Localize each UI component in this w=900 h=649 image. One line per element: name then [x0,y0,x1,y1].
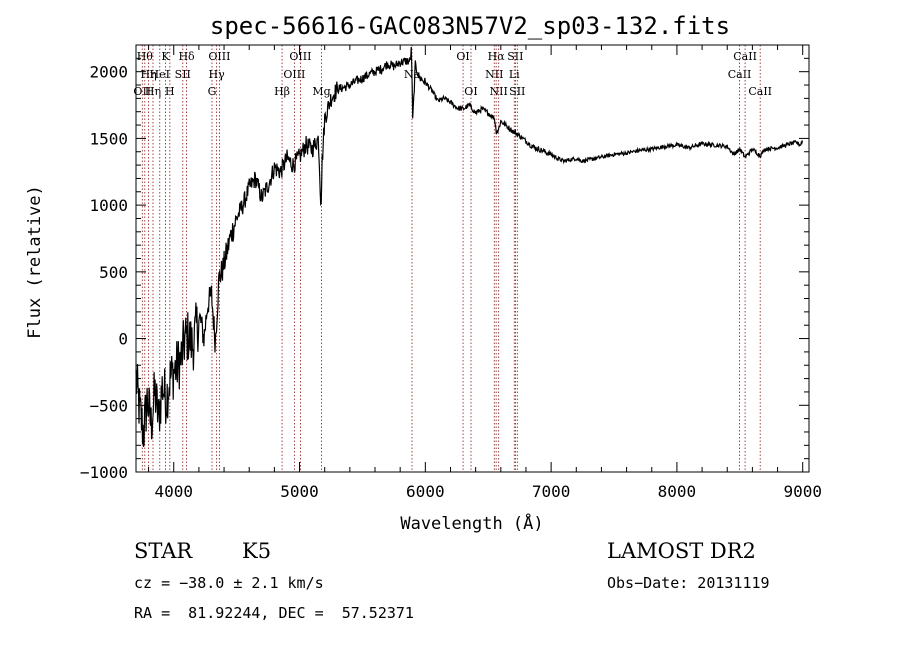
y-tick-label: 1500 [89,129,128,148]
spectral-line-label: NII [485,68,503,81]
y-tick-label: 500 [99,263,128,282]
spectral-line-label: Mg [312,85,330,98]
spectral-line-label: H [165,85,175,98]
spectral-line-label: CaII [728,68,752,81]
spectral-line-label: CaII [748,85,772,98]
spectral-line-label: K [161,50,170,63]
spectral-line-label: G [208,85,217,98]
spectral-line-label: NII [490,85,508,98]
spectral-line-label: Hη [145,85,161,98]
redshift-velocity: cz = −38.0 ± 2.1 km/s [134,574,324,592]
y-axis-label: Flux (relative) [25,185,45,339]
spectral-line-label: OI [464,85,477,98]
spectral-line-label: SII [175,68,191,81]
survey-name: LAMOST DR2 [607,539,756,563]
spectral-line-label: SII [507,50,523,63]
y-tick-label: −500 [89,396,128,415]
spectral-line-label: SII [509,85,525,98]
x-tick-label: 7000 [532,482,571,501]
x-tick-label: 8000 [658,482,697,501]
x-tick-label: 5000 [280,482,319,501]
spectral-line-label: Hα [488,50,506,63]
spectral-line-label: Hθ [137,50,154,63]
spectral-line-label: OIII [208,50,230,63]
axis-ticks: 4000 5000 6000 7000 8000 9000 −1000 −500 0 500 100… [80,45,822,501]
spectral-line-label: Hβ [274,85,290,98]
object-subclass: K5 [242,539,272,563]
spectral-line-label: OIII [289,50,311,63]
y-tick-label: 0 [118,330,128,349]
x-axis-label: Wavelength (Å) [400,512,543,534]
spectral-line-markers: OIIHθHηHηHeIKHSIIHδGHγOIIIHβOIIIOIIIMgNa… [133,45,772,472]
y-tick-label: 1000 [89,196,128,215]
spectral-line-label: HeI [150,68,170,81]
y-tick-label: 2000 [89,63,128,82]
x-tick-label: 6000 [406,482,445,501]
spectral-line-label: OIII [283,68,305,81]
plot-frame [135,44,810,473]
spectral-line-label: Li [509,68,520,81]
x-tick-label: 9000 [783,482,822,501]
y-tick-label: −1000 [80,463,128,482]
spectral-line-label: CaII [733,50,757,63]
spectral-line-label: OII [133,85,151,98]
x-tick-label: 4000 [154,482,193,501]
spectral-line-label: Hδ [178,50,195,63]
coordinates: RA = 81.92244, DEC = 57.52371 [134,604,414,622]
observation-date: Obs−Date: 20131119 [607,574,770,592]
spectrum-line [135,46,804,448]
object-class: STAR [134,539,193,563]
chart-title: spec-56616-GAC083N57V2_sp03-132.fits [210,12,730,40]
spectral-line-label: OI [456,50,469,63]
spectral-line-label: Hγ [209,68,226,81]
